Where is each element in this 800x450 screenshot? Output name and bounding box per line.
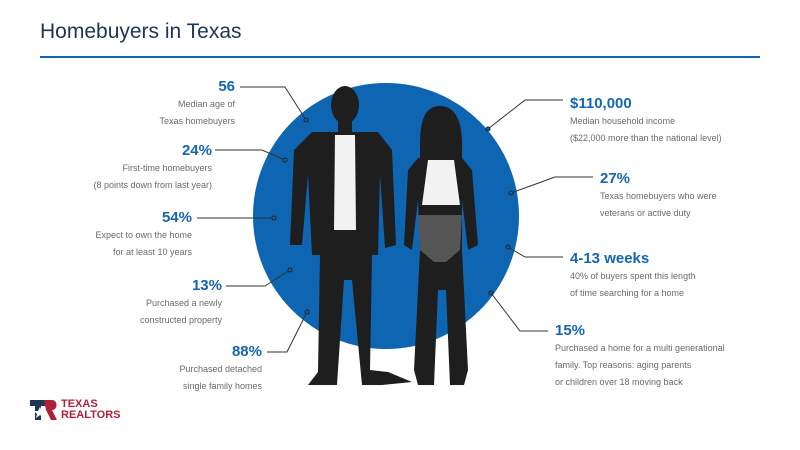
logo-mark-icon [30, 400, 57, 420]
stat-desc: Expect to own the home [95, 230, 192, 240]
leader-line-56 [240, 86, 307, 121]
stat-value: 24% [181, 142, 212, 159]
leader-line-13 [226, 269, 291, 287]
stat-value: $110,000 [570, 95, 632, 112]
stat-desc: for at least 10 years [112, 247, 192, 257]
stat-value: 88% [231, 343, 262, 360]
man-silhouette [290, 86, 412, 385]
stat-first-time: 24% First-time homebuyers (8 points down… [93, 142, 212, 194]
stat-value: 15% [555, 322, 586, 339]
stat-own-10-years: 54% Expect to own the home for at least … [95, 209, 192, 261]
stat-multigenerational: 15% Purchased a home for a multi generat… [555, 322, 725, 391]
stat-desc: family. Top reasons: aging parents [555, 360, 692, 370]
leader-line-27 [510, 176, 593, 194]
texas-realtors-logo: TEXAS REALTORS [30, 398, 121, 422]
stat-income: $110,000 Median household income ($22,00… [570, 95, 722, 147]
stat-desc: single family homes [182, 381, 262, 391]
stat-desc: First-time homebuyers [122, 163, 212, 173]
leader-line-24 [215, 149, 286, 161]
logo-line2: REALTORS [61, 409, 121, 421]
leader-line-15 [490, 292, 548, 332]
stat-search-time: 4-13 weeks 40% of buyers spent this leng… [570, 250, 696, 302]
stat-desc: 40% of buyers spent this length [570, 271, 696, 281]
stat-desc: veterans or active duty [600, 208, 691, 218]
stat-detached: 88% Purchased detached single family hom… [179, 343, 262, 395]
stat-desc: Median household income [570, 116, 676, 126]
stat-desc: ($22,000 more than the national level) [570, 133, 722, 143]
stat-desc: Purchased a newly [145, 298, 222, 308]
leader-line-income [487, 99, 563, 130]
title-divider [40, 56, 760, 58]
stat-desc: Purchased a home for a multi generationa… [555, 343, 725, 353]
stat-desc: constructed property [139, 315, 222, 325]
stat-value: 56 [218, 78, 235, 95]
logo-text: TEXAS REALTORS [61, 399, 121, 421]
page-title: Homebuyers in Texas [40, 20, 242, 43]
leader-dots [271, 117, 514, 315]
stat-desc: or children over 18 moving back [555, 377, 683, 387]
stat-veterans: 27% Texas homebuyers who were veterans o… [600, 170, 717, 222]
leader-line-weeks [507, 246, 563, 258]
logo-line1: TEXAS [61, 398, 98, 410]
stat-value: 27% [600, 170, 631, 187]
stat-desc: of time searching for a home [570, 288, 685, 298]
stat-value: 13% [191, 277, 222, 294]
stat-desc: Median age of [177, 99, 235, 109]
stat-desc: Texas homebuyers [159, 116, 235, 126]
stat-value: 4-13 weeks [570, 250, 650, 267]
stat-desc: Purchased detached [179, 364, 262, 374]
stat-value: 54% [161, 209, 192, 226]
woman-silhouette [404, 106, 478, 385]
stat-new-construction: 13% Purchased a newly constructed proper… [140, 277, 222, 329]
leader-line-88 [267, 311, 308, 353]
stat-desc: Texas homebuyers who were [600, 191, 717, 201]
leader-lines [197, 86, 593, 353]
stat-desc: (8 points down from last year) [93, 180, 212, 190]
stat-median-age: 56 Median age of Texas homebuyers [159, 78, 235, 130]
